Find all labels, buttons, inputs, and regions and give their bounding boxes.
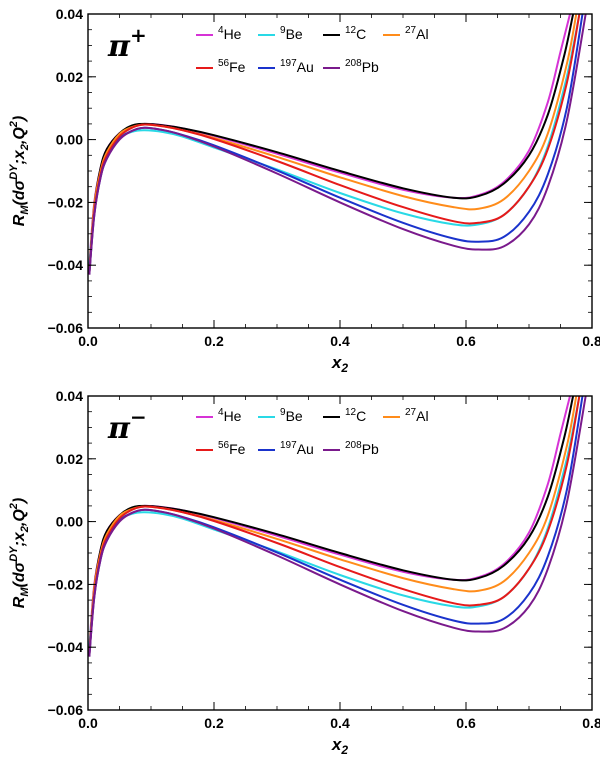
chart-panel-2: 0.0 0.2 0.4 0.6 0.8 −0.06 −0.04 −0.02 0.00 0.02 0.… <box>8 388 600 757</box>
series-line-208Pb <box>88 396 587 657</box>
series-line-9Be <box>88 14 581 266</box>
series-line-4He <box>88 396 571 648</box>
legend-item: 197Au <box>258 58 314 75</box>
x-axis-label: x2 <box>331 353 348 375</box>
series-line-9Be <box>88 396 581 648</box>
x-tick-label: 0.2 <box>204 333 224 349</box>
legend-label: 208Pb <box>345 58 379 75</box>
legend-label: 9Be <box>280 407 303 424</box>
series-group <box>88 14 587 275</box>
series-line-197Au <box>88 396 584 657</box>
series-line-27Al <box>88 396 578 654</box>
x-tick-label: 0.4 <box>330 333 350 349</box>
legend-label: 56Fe <box>218 440 246 457</box>
x-tick-label: 0.6 <box>456 715 476 731</box>
legend-label: 197Au <box>280 58 314 75</box>
legend-label: 27Al <box>405 407 429 424</box>
x-tick-label: 0.0 <box>78 333 98 349</box>
legend-item: 56Fe <box>196 58 246 75</box>
y-tick-label: −0.04 <box>48 639 84 655</box>
legend-item: 27Al <box>383 25 429 42</box>
legend-item: 9Be <box>258 25 303 42</box>
series-line-12C <box>88 396 575 654</box>
legend-item: 27Al <box>383 407 429 424</box>
panel-label: π+ <box>107 23 147 64</box>
x-tick-label: 0.8 <box>582 333 600 349</box>
x-tick-label: 0.8 <box>582 715 600 731</box>
legend-item: 12C <box>323 25 366 42</box>
series-line-27Al <box>88 14 578 272</box>
x-tick-label: 0.6 <box>456 333 476 349</box>
panel-label: π− <box>107 405 147 446</box>
legend-label: 208Pb <box>345 440 379 457</box>
y-axis-label: RM(dσDY;x2,Q2) <box>8 498 31 608</box>
y-tick-label: −0.02 <box>48 194 84 210</box>
legend-label: 197Au <box>280 440 314 457</box>
series-group <box>88 396 587 657</box>
y-tick-label: 0.02 <box>56 451 83 467</box>
legend-item: 4He <box>196 25 242 42</box>
y-axis-label: RM(dσDY;x2,Q2) <box>8 116 31 226</box>
legend-label: 9Be <box>280 25 303 42</box>
legend-label: 12C <box>345 407 366 424</box>
legend: 4He 9Be 12C 27Al 56Fe 197Au 208Pb <box>196 25 429 75</box>
series-line-56Fe <box>88 396 581 657</box>
legend-item: 197Au <box>258 440 314 457</box>
series-line-4He <box>88 14 571 266</box>
y-tick-label: 0.02 <box>56 69 83 85</box>
legend: 4He 9Be 12C 27Al 56Fe 197Au 208Pb <box>196 407 429 457</box>
y-tick-label: −0.04 <box>48 257 84 273</box>
y-tick-label: 0.04 <box>56 388 83 404</box>
chart-panel-1: 0.0 0.2 0.4 0.6 0.8 −0.06 −0.04 −0.02 0.00 0.02 0.… <box>8 6 600 375</box>
legend-item: 12C <box>323 407 366 424</box>
y-tick-label: 0.00 <box>56 132 83 148</box>
legend-item: 208Pb <box>323 440 379 457</box>
legend-item: 9Be <box>258 407 303 424</box>
legend-item: 56Fe <box>196 440 246 457</box>
x-tick-label: 0.2 <box>204 715 224 731</box>
series-line-208Pb <box>88 14 587 275</box>
legend-label: 27Al <box>405 25 429 42</box>
legend-label: 4He <box>218 407 242 424</box>
series-line-12C <box>88 14 575 272</box>
legend-label: 12C <box>345 25 366 42</box>
series-line-56Fe <box>88 14 581 275</box>
legend-item: 4He <box>196 407 242 424</box>
y-tick-label: 0.00 <box>56 514 83 530</box>
x-axis-label: x2 <box>331 735 348 757</box>
x-tick-label: 0.0 <box>78 715 98 731</box>
legend-label: 4He <box>218 25 242 42</box>
x-tick-label: 0.4 <box>330 715 350 731</box>
legend-label: 56Fe <box>218 58 246 75</box>
legend-item: 208Pb <box>323 58 379 75</box>
y-tick-label: −0.06 <box>48 320 84 336</box>
y-tick-label: 0.04 <box>56 6 83 22</box>
series-line-197Au <box>88 14 584 275</box>
y-tick-label: −0.02 <box>48 576 84 592</box>
y-tick-label: −0.06 <box>48 702 84 718</box>
